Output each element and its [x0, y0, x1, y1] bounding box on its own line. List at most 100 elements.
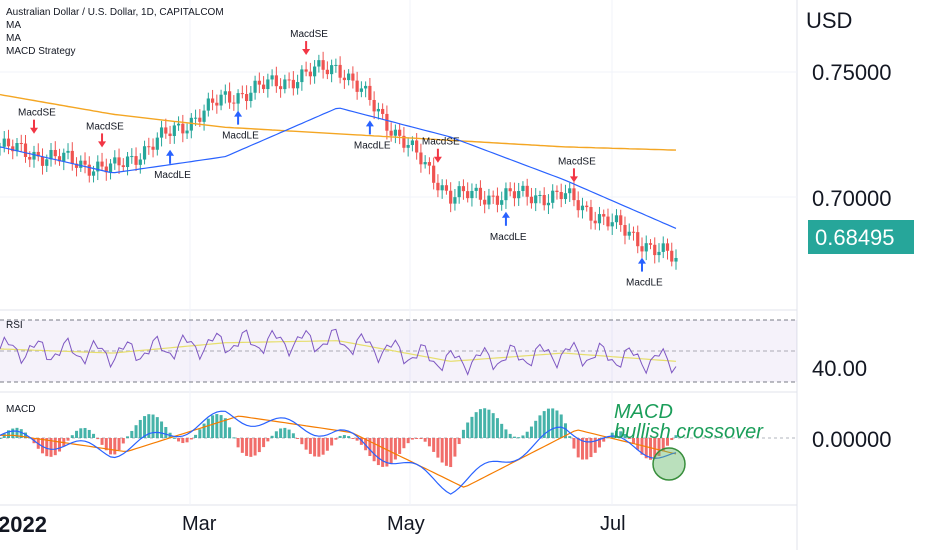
macd-hist-bar: [525, 431, 529, 438]
symbol-title[interactable]: Australian Dollar / U.S. Dollar, 1D, CAP…: [6, 7, 224, 18]
macd-hist-bar: [202, 423, 206, 438]
macd-hist-bar: [444, 438, 448, 466]
candle-body: [483, 199, 487, 205]
macd-pane-label: MACD: [6, 404, 35, 415]
candle-body: [508, 188, 512, 192]
candle-body: [449, 190, 453, 204]
macd-hist-bar: [415, 438, 419, 439]
candle-body: [670, 250, 674, 262]
time-label-mar: Mar: [182, 513, 217, 535]
macd-hist-bar: [546, 408, 550, 438]
candle-body: [185, 130, 189, 134]
candle-body: [151, 146, 155, 150]
indicator-ma-2[interactable]: MA: [6, 33, 21, 44]
candle-body: [206, 98, 210, 111]
candle-body: [304, 69, 308, 72]
candle-body: [45, 159, 49, 166]
macd-hist-bar: [393, 438, 397, 460]
candle-body: [461, 186, 466, 192]
candle-body: [457, 186, 461, 198]
macd-hist-bar: [636, 438, 640, 450]
macd-hist-bar: [372, 438, 376, 462]
macd-hist-bar: [614, 430, 618, 438]
candle-body: [347, 73, 351, 81]
macd-hist-bar: [7, 430, 11, 438]
macd-hist-bar: [245, 438, 249, 456]
macd-hist-bar: [487, 409, 491, 438]
candle-body: [432, 165, 436, 183]
candle-body: [325, 69, 329, 75]
candle-body: [393, 129, 397, 136]
candle-body: [376, 108, 380, 112]
macd-hist-bar: [270, 435, 274, 438]
buy-signal: MacdLE: [626, 257, 663, 289]
macd-hist-bar: [610, 432, 614, 438]
signal-label: MacdLE: [154, 170, 191, 181]
macd-hist-bar: [232, 437, 236, 439]
candle-body: [168, 133, 172, 137]
macd-hist-bar: [436, 438, 440, 458]
macd-hist-bar: [670, 438, 674, 441]
candle-body: [53, 149, 57, 157]
candle-body: [330, 65, 334, 75]
macd-hist-bar: [504, 429, 508, 438]
candle-body: [79, 160, 83, 168]
macd-hist-bar: [364, 438, 368, 451]
candle-body: [66, 150, 70, 153]
candle-body: [576, 200, 580, 211]
macd-hist-bar: [308, 438, 312, 454]
candle-body: [529, 196, 534, 204]
macd-hist-bar: [189, 438, 193, 440]
candle-body: [653, 244, 657, 256]
macd-hist-bar: [389, 438, 393, 464]
candle-body: [517, 190, 521, 199]
candle-body: [500, 200, 504, 205]
macd-hist-bar: [500, 423, 504, 438]
candle-body: [23, 143, 28, 157]
macd-hist-bar: [155, 417, 159, 438]
indicator-ma-1[interactable]: MA: [6, 20, 21, 31]
macd-hist-bar: [287, 429, 291, 438]
macd-hist-bar: [419, 438, 423, 439]
macd-hist-bar: [321, 438, 325, 455]
macd-hist-bar: [347, 436, 351, 438]
signal-label: MacdLE: [222, 131, 259, 142]
strategy-signals: MacdSE MacdSE MacdLE MacdLE MacdSE MacdLE Macd…: [18, 29, 663, 289]
macd-hist-bar: [240, 438, 244, 453]
candle-body: [538, 194, 542, 196]
signal-label: MacdSE: [86, 121, 124, 132]
time-label-2022: 2022: [0, 512, 47, 537]
candle-body: [342, 77, 346, 81]
rsi-pane-label: RSI: [6, 320, 23, 331]
macd-axis-value: 0.00000: [812, 427, 892, 452]
crossover-marker: [652, 447, 686, 481]
candle-body: [534, 195, 538, 204]
candle-body: [381, 108, 385, 114]
indicator-macd-strategy[interactable]: MACD Strategy: [6, 46, 76, 57]
candle-body: [40, 156, 45, 166]
time-label-jul: Jul: [600, 513, 626, 535]
candle-body: [398, 129, 402, 136]
macd-hist-bar: [177, 438, 181, 442]
candle-body: [470, 190, 474, 199]
candle-body: [296, 82, 300, 89]
candle-body: [504, 188, 508, 201]
candle-body: [104, 166, 108, 173]
candle-body: [6, 138, 11, 147]
macd-hist-bar: [585, 438, 589, 460]
candle-body: [521, 185, 525, 191]
macd-hist-bar: [15, 427, 19, 438]
candle-body: [512, 191, 517, 199]
candle-body: [453, 197, 457, 204]
macd-hist-bar: [181, 438, 185, 444]
candle-body: [334, 64, 338, 66]
candle-body: [631, 231, 636, 233]
candle-body: [640, 246, 644, 252]
macd-hist-bar: [351, 438, 355, 439]
macd-hist-bar: [466, 422, 470, 438]
candle-body: [159, 127, 164, 138]
price-candles: [0, 51, 678, 270]
candle-body: [49, 149, 53, 160]
macd-hist-bar: [423, 438, 427, 442]
